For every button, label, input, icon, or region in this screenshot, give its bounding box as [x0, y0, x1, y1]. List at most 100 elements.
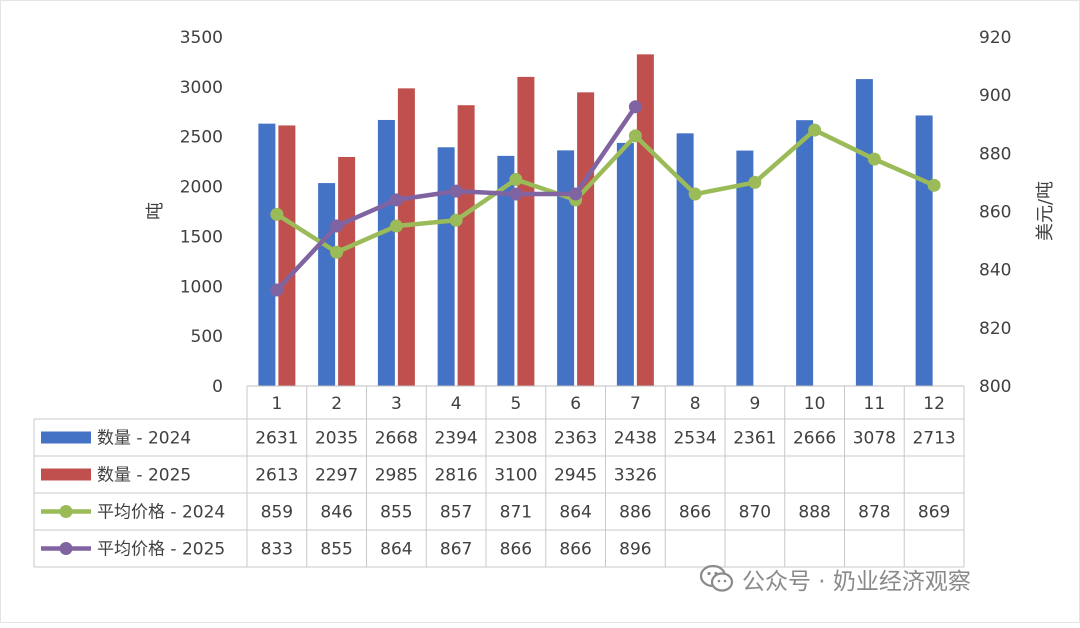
x-tick-label: 5	[510, 394, 521, 414]
point-price-2024	[389, 219, 403, 233]
point-price-2025	[628, 100, 642, 114]
bar-qty-2025	[338, 156, 356, 386]
point-price-2025	[330, 219, 344, 233]
bar-qty-2025	[577, 92, 595, 386]
table-cell-price-2025: 867	[440, 540, 472, 560]
table-cell-price-2024: 878	[858, 503, 890, 523]
point-price-2024	[867, 152, 881, 166]
table-cell-qty-2025: 2297	[315, 466, 358, 486]
y-right-tick-label: 900	[979, 86, 1011, 106]
y-right-tick-label: 880	[979, 144, 1011, 164]
bar-qty-2024	[497, 155, 515, 386]
bar-qty-2025	[457, 105, 475, 386]
x-tick-label: 4	[451, 394, 462, 414]
point-price-2025	[389, 193, 403, 207]
table-cell-qty-2024: 2394	[434, 429, 477, 449]
table-cell-qty-2025: 3326	[614, 466, 657, 486]
bar-qty-2024	[557, 150, 575, 386]
point-price-2024	[330, 245, 344, 259]
y-left-tick-label: 3500	[180, 28, 223, 48]
table-cell-price-2024: 871	[500, 503, 532, 523]
table-cell-price-2024: 864	[559, 503, 591, 523]
table-cell-qty-2024: 2035	[315, 429, 358, 449]
bar-qty-2024	[258, 123, 276, 387]
bar-qty-2024	[915, 115, 933, 386]
y-left-tick-label: 0	[212, 377, 223, 397]
table-cell-qty-2025: 2945	[554, 466, 597, 486]
x-tick-label: 11	[864, 394, 886, 414]
x-tick-label: 12	[923, 394, 945, 414]
y-left-axis-title: 吨	[145, 202, 166, 220]
legend-label-price-2025: 平均价格 - 2025	[97, 540, 225, 560]
bar-qty-2024	[796, 120, 814, 386]
y-left-tick-label: 500	[191, 327, 223, 347]
table-cell-price-2025: 896	[619, 540, 651, 560]
legend-key-qty-2024	[41, 431, 91, 444]
point-price-2024	[449, 213, 463, 227]
table-cell-price-2025: 864	[380, 540, 412, 560]
y-right-tick-label: 800	[979, 377, 1011, 397]
y-left-tick-label: 1500	[180, 227, 223, 247]
bar-qty-2025	[517, 76, 535, 386]
table-cell-qty-2024: 2713	[912, 429, 955, 449]
y-right-tick-label: 820	[979, 319, 1011, 339]
table-cell-qty-2024: 2361	[733, 429, 776, 449]
bar-qty-2024	[736, 150, 754, 386]
bar-qty-2025	[397, 88, 415, 387]
x-tick-label: 7	[630, 394, 641, 414]
table-cell-qty-2024: 2363	[554, 429, 597, 449]
point-price-2024	[509, 173, 523, 187]
x-tick-label: 1	[271, 394, 282, 414]
bar-qty-2024	[377, 119, 395, 387]
bar-qty-2024	[616, 142, 634, 386]
x-tick-label: 8	[690, 394, 701, 414]
x-tick-label: 9	[749, 394, 760, 414]
legend-key-marker-price-2025	[59, 542, 73, 555]
table-cell-qty-2024: 2668	[375, 429, 418, 449]
bar-qty-2025	[278, 125, 296, 387]
legend-key-marker-price-2024	[59, 505, 73, 518]
y-right-tick-label: 920	[979, 28, 1011, 48]
table-cell-qty-2025: 2985	[375, 466, 418, 486]
point-price-2024	[688, 187, 702, 201]
point-price-2025	[449, 184, 463, 198]
y-left-tick-label: 1000	[180, 277, 223, 297]
point-price-2025	[509, 187, 523, 201]
point-price-2024	[270, 207, 284, 221]
bar-qty-2024	[437, 147, 455, 386]
wechat-icon	[700, 564, 734, 592]
table-cell-price-2024: 888	[798, 503, 830, 523]
table-cell-price-2024: 859	[261, 503, 293, 523]
point-price-2025	[569, 187, 583, 201]
bar-qty-2024	[318, 183, 336, 386]
table-cell-price-2024: 886	[619, 503, 651, 523]
point-price-2024	[927, 178, 941, 192]
table-cell-price-2024: 870	[739, 503, 771, 523]
y-left-tick-label: 3000	[180, 78, 223, 98]
table-cell-price-2024: 857	[440, 503, 472, 523]
table-cell-price-2024: 855	[380, 503, 412, 523]
x-tick-label: 10	[804, 394, 826, 414]
y-left-tick-label: 2500	[180, 128, 223, 148]
legend-label-qty-2024: 数量 - 2024	[97, 429, 191, 449]
legend-key-qty-2025	[41, 468, 91, 481]
watermark-text: 公众号 · 奶业经济观察	[742, 569, 971, 595]
bar-qty-2024	[855, 79, 873, 386]
table-cell-qty-2025: 2816	[434, 466, 477, 486]
table-cell-qty-2024: 2534	[673, 429, 716, 449]
line-price-2024	[275, 127, 936, 255]
y-right-tick-label: 840	[979, 261, 1011, 281]
point-price-2025	[270, 283, 284, 297]
table-cell-qty-2024: 2438	[614, 429, 657, 449]
y-left-tick-label: 2000	[180, 178, 223, 198]
x-tick-label: 2	[331, 394, 342, 414]
watermark: 公众号 · 奶业经济观察	[700, 562, 971, 596]
table-cell-price-2025: 866	[559, 540, 591, 560]
legend-label-qty-2025: 数量 - 2025	[97, 466, 191, 486]
x-tick-label: 3	[391, 394, 402, 414]
table-cell-price-2025: 866	[500, 540, 532, 560]
point-price-2024	[808, 123, 822, 137]
table-cell-qty-2024: 2308	[494, 429, 537, 449]
